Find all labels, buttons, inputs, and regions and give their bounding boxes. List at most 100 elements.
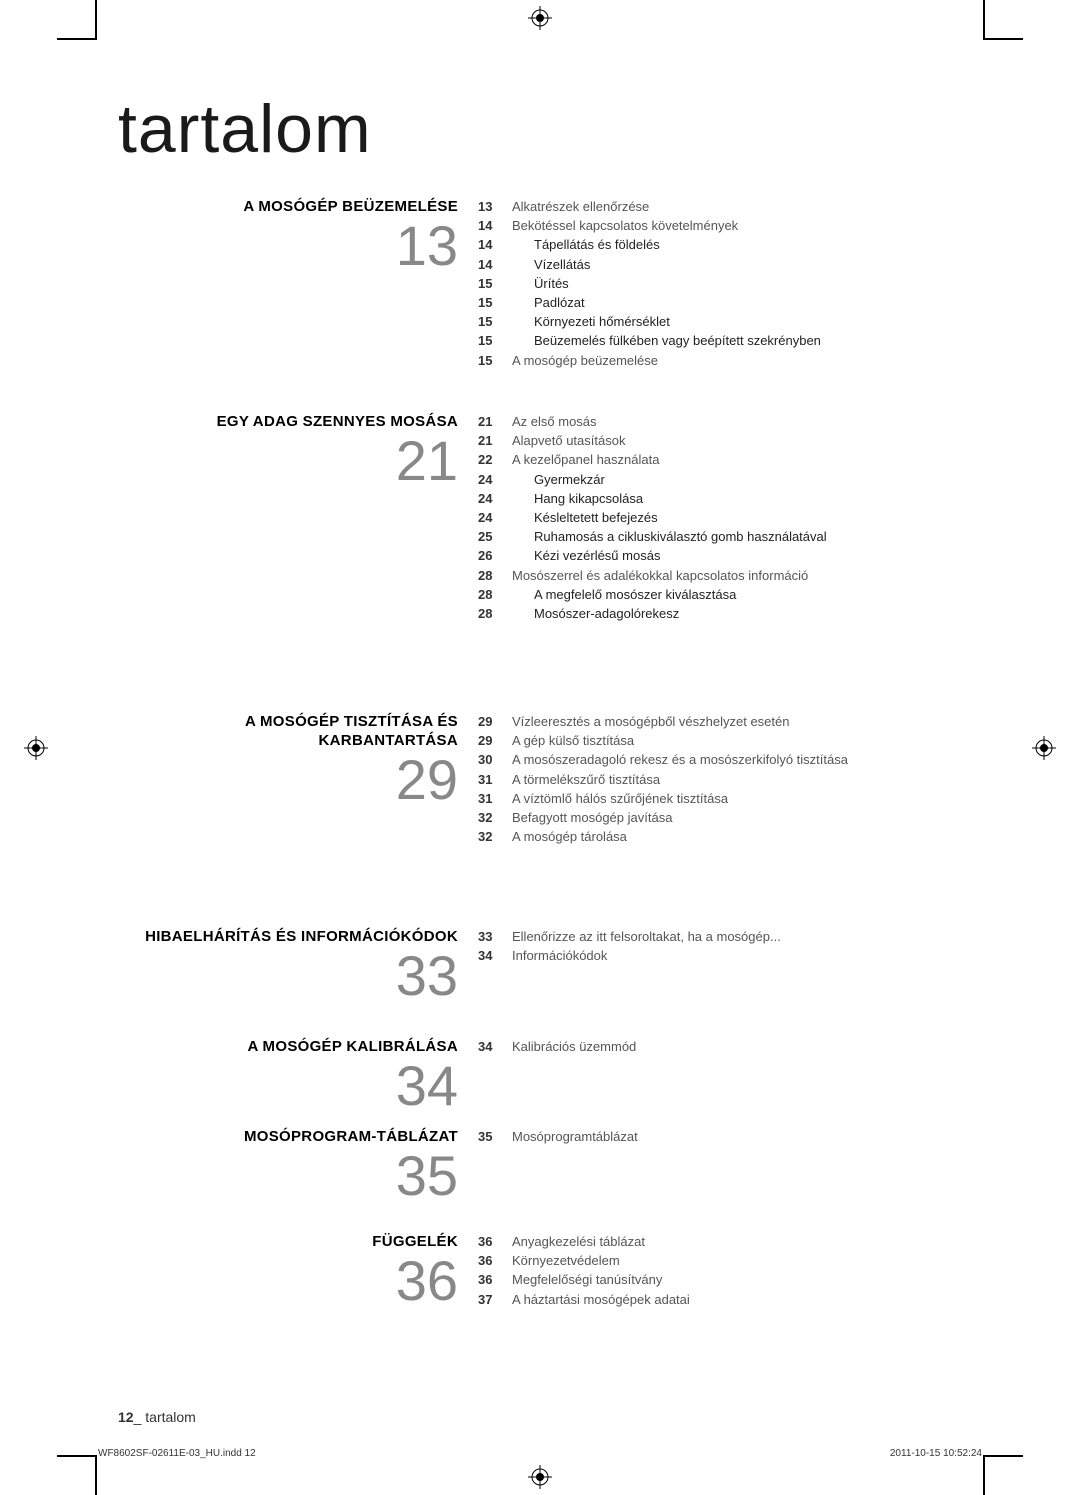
- toc-entry-page: 14: [478, 217, 512, 235]
- toc-entry-page: 30: [478, 751, 512, 769]
- toc-entry-page: 32: [478, 828, 512, 846]
- toc-entry: 33Ellenőrizze az itt felsoroltakat, ha a…: [478, 928, 962, 946]
- toc-section-heading: A MOSÓGÉP TISZTÍTÁSA ÉS KARBANTARTÁSA29: [118, 713, 458, 928]
- crop-mark: [57, 1455, 97, 1457]
- toc-entry-text: Az első mosás: [512, 413, 962, 431]
- toc-entry-group: 34Kalibrációs üzemmód: [478, 1038, 962, 1128]
- page-number: 12: [118, 1409, 134, 1425]
- toc-entry: 24Hang kikapcsolása: [478, 490, 962, 508]
- toc-entry: 14Bekötéssel kapcsolatos követelmények: [478, 217, 962, 235]
- toc-entry-text: Kalibrációs üzemmód: [512, 1038, 962, 1056]
- toc-entry: 34Információkódok: [478, 947, 962, 965]
- toc-columns: A MOSÓGÉP BEÜZEMELÉSE13EGY ADAG SZENNYES…: [118, 198, 962, 1333]
- toc-entry-page: 14: [478, 236, 512, 254]
- toc-entry: 32Befagyott mosógép javítása: [478, 809, 962, 827]
- toc-entry-text: Vízellátás: [512, 256, 962, 274]
- toc-entry-text: A törmelékszűrő tisztítása: [512, 771, 962, 789]
- toc-entry-text: A háztartási mosógépek adatai: [512, 1291, 962, 1309]
- crop-mark: [983, 1457, 985, 1495]
- toc-entry-text: A kezelőpanel használata: [512, 451, 962, 469]
- toc-entry-page: 21: [478, 413, 512, 431]
- toc-section-heading: FÜGGELÉK36: [118, 1233, 458, 1333]
- toc-entry: 29Vízleeresztés a mosógépből vészhelyzet…: [478, 713, 962, 731]
- toc-entry-text: Anyagkezelési táblázat: [512, 1233, 962, 1251]
- toc-entry: 15Beüzemelés fülkében vagy beépített sze…: [478, 332, 962, 350]
- toc-entry-page: 31: [478, 771, 512, 789]
- toc-entry-text: Bekötéssel kapcsolatos követelmények: [512, 217, 962, 235]
- page-footer: 12_ tartalom: [118, 1409, 196, 1425]
- toc-entry-text: Ruhamosás a cikluskiválasztó gomb haszná…: [512, 528, 962, 546]
- toc-entry-text: Gyermekzár: [512, 471, 962, 489]
- meta-timestamp: 2011-10-15 10:52:24: [890, 1448, 982, 1459]
- content-area: tartalom A MOSÓGÉP BEÜZEMELÉSE13EGY ADAG…: [118, 90, 962, 1435]
- registration-mark-icon: [24, 736, 48, 760]
- toc-entry-text: Információkódok: [512, 947, 962, 965]
- toc-entry-text: Tápellátás és földelés: [512, 236, 962, 254]
- toc-entry: 34Kalibrációs üzemmód: [478, 1038, 962, 1056]
- toc-entry: 36Anyagkezelési táblázat: [478, 1233, 962, 1251]
- toc-section-heading: A MOSÓGÉP BEÜZEMELÉSE13: [118, 198, 458, 413]
- toc-entry: 21Az első mosás: [478, 413, 962, 431]
- toc-entry-page: 33: [478, 928, 512, 946]
- toc-entry-page: 37: [478, 1291, 512, 1309]
- toc-section-page: 13: [118, 219, 458, 272]
- toc-entry: 32A mosógép tárolása: [478, 828, 962, 846]
- toc-entry-text: Mosószer-adagolórekesz: [512, 605, 962, 623]
- toc-entry-page: 29: [478, 732, 512, 750]
- toc-entry-group: 29Vízleeresztés a mosógépből vészhelyzet…: [478, 713, 962, 928]
- toc-entry-page: 32: [478, 809, 512, 827]
- toc-entry-page: 15: [478, 313, 512, 331]
- toc-section-heading: MOSÓPROGRAM-TÁBLÁZAT35: [118, 1128, 458, 1233]
- toc-entry-page: 25: [478, 528, 512, 546]
- toc-entry-group: 33Ellenőrizze az itt felsoroltakat, ha a…: [478, 928, 962, 1038]
- toc-entry-text: Hang kikapcsolása: [512, 490, 962, 508]
- toc-entry-page: 22: [478, 451, 512, 469]
- toc-entry-text: Késleltetett befejezés: [512, 509, 962, 527]
- toc-left-column: A MOSÓGÉP BEÜZEMELÉSE13EGY ADAG SZENNYES…: [118, 198, 458, 1333]
- toc-entry: 28Mosószerrel és adalékokkal kapcsolatos…: [478, 567, 962, 585]
- footer-label: tartalom: [145, 1409, 196, 1425]
- toc-entry: 29A gép külső tisztítása: [478, 732, 962, 750]
- toc-entry-text: Padlózat: [512, 294, 962, 312]
- toc-entry-text: Megfelelőségi tanúsítvány: [512, 1271, 962, 1289]
- toc-section-page: 33: [118, 949, 458, 1002]
- registration-mark-icon: [528, 6, 552, 30]
- toc-section-page: 29: [118, 753, 458, 806]
- toc-entry-text: Mosóprogramtáblázat: [512, 1128, 962, 1146]
- toc-entry-text: A mosógép beüzemelése: [512, 352, 962, 370]
- toc-entry-group: 13Alkatrészek ellenőrzése14Bekötéssel ka…: [478, 198, 962, 413]
- toc-entry-page: 15: [478, 332, 512, 350]
- toc-entry-page: 21: [478, 432, 512, 450]
- toc-entry-page: 31: [478, 790, 512, 808]
- toc-entry: 28Mosószer-adagolórekesz: [478, 605, 962, 623]
- toc-right-column: 13Alkatrészek ellenőrzése14Bekötéssel ka…: [478, 198, 962, 1333]
- toc-entry-page: 15: [478, 294, 512, 312]
- toc-entry: 14Vízellátás: [478, 256, 962, 274]
- toc-entry-page: 26: [478, 547, 512, 565]
- toc-entry: 31A víztömlő hálós szűrőjének tisztítása: [478, 790, 962, 808]
- crop-mark: [983, 38, 1023, 40]
- toc-entry: 26Kézi vezérlésű mosás: [478, 547, 962, 565]
- toc-entry-page: 29: [478, 713, 512, 731]
- registration-mark-icon: [1032, 736, 1056, 760]
- toc-section-page: 35: [118, 1149, 458, 1202]
- toc-entry-page: 28: [478, 586, 512, 604]
- toc-entry-text: A gép külső tisztítása: [512, 732, 962, 750]
- toc-entry-page: 36: [478, 1233, 512, 1251]
- toc-section-heading: A MOSÓGÉP KALIBRÁLÁSA34: [118, 1038, 458, 1128]
- toc-entry-page: 35: [478, 1128, 512, 1146]
- crop-mark: [983, 0, 985, 38]
- registration-mark-icon: [528, 1465, 552, 1489]
- page: tartalom A MOSÓGÉP BEÜZEMELÉSE13EGY ADAG…: [0, 0, 1080, 1495]
- crop-mark: [57, 38, 97, 40]
- toc-entry: 36Környezetvédelem: [478, 1252, 962, 1270]
- toc-entry: 15Ürítés: [478, 275, 962, 293]
- toc-entry: 24Gyermekzár: [478, 471, 962, 489]
- toc-entry-text: Mosószerrel és adalékokkal kapcsolatos i…: [512, 567, 962, 585]
- toc-entry: 31A törmelékszűrő tisztítása: [478, 771, 962, 789]
- crop-mark: [95, 1457, 97, 1495]
- toc-entry: 14Tápellátás és földelés: [478, 236, 962, 254]
- page-title: tartalom: [118, 90, 962, 168]
- toc-entry-group: 35Mosóprogramtáblázat: [478, 1128, 962, 1233]
- toc-section-title: A MOSÓGÉP TISZTÍTÁSA ÉS KARBANTARTÁSA: [118, 713, 458, 751]
